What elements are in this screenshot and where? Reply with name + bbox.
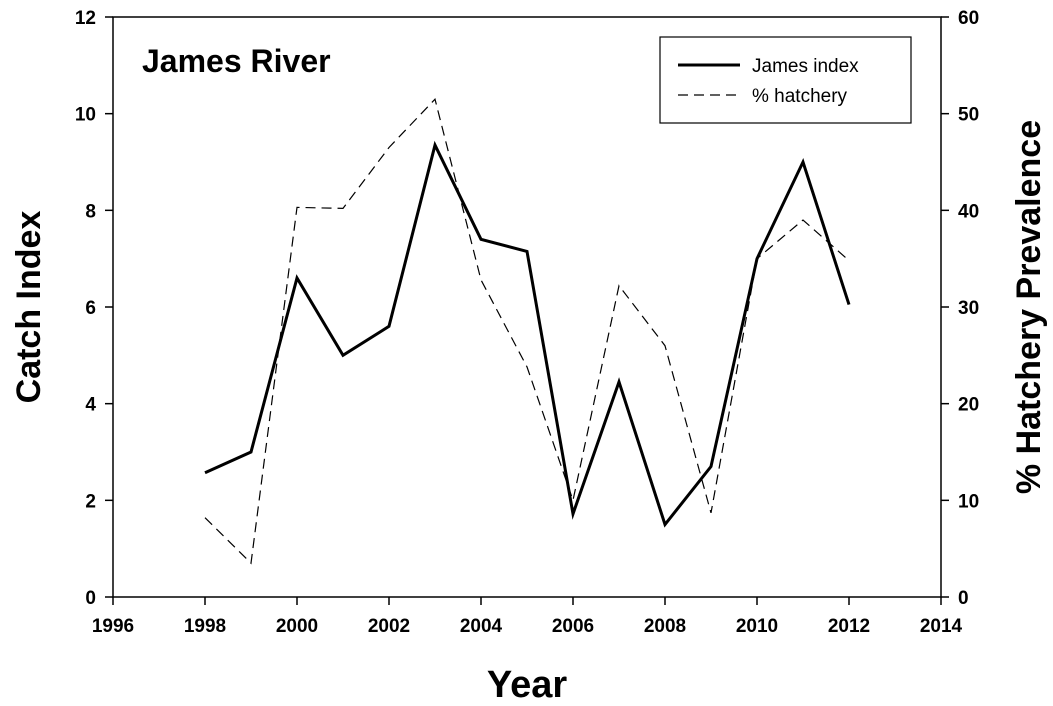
- x-axis-title: Year: [487, 664, 568, 706]
- x-tick-label: 1998: [184, 616, 226, 637]
- y-tick-label: 10: [75, 105, 96, 126]
- y-tick-label: 12: [75, 8, 96, 29]
- y-tick-label: 6: [85, 298, 96, 319]
- legend-label-hatchery: % hatchery: [752, 86, 848, 107]
- y2-tick-label: 20: [958, 395, 979, 416]
- series-line-james-index: [204, 140, 851, 528]
- y-tick-label: 0: [85, 588, 96, 609]
- x-tick-label: 2004: [460, 616, 503, 637]
- axes-ticks: 1996 1998 2000 2002 2004 2006 2008 2010 2012 2014…: [75, 8, 979, 637]
- y-tick-label: 4: [85, 395, 96, 416]
- chart-title: James River: [142, 43, 331, 79]
- x-tick-label: 2000: [276, 616, 318, 637]
- x-tick-label: 2008: [644, 616, 686, 637]
- series-line-hatchery: [204, 98, 850, 565]
- y2-tick-label: 60: [958, 8, 979, 29]
- x-tick-label: 2010: [736, 616, 778, 637]
- y2-tick-label: 30: [958, 298, 979, 319]
- x-tick-label: 2006: [552, 616, 594, 637]
- y-axis-title: Catch Index: [10, 211, 48, 404]
- x-tick-label: 2012: [828, 616, 870, 637]
- legend-label-james-index: James index: [752, 56, 859, 77]
- y2-tick-label: 10: [958, 491, 979, 512]
- y-tick-label: 8: [85, 201, 96, 222]
- legend-box: [659, 36, 912, 124]
- y2-tick-label: 40: [958, 201, 979, 222]
- series-lines: [204, 98, 851, 565]
- x-tick-label: 2014: [920, 616, 963, 637]
- y2-tick-label: 0: [958, 588, 969, 609]
- legend: James index % hatchery: [659, 36, 912, 124]
- x-tick-label: 1996: [92, 616, 134, 637]
- x-tick-label: 2002: [368, 616, 410, 637]
- y-tick-label: 2: [85, 491, 96, 512]
- y2-axis-title: % Hatchery Prevalence: [1010, 120, 1048, 494]
- plot-frame: [112, 16, 942, 598]
- y2-tick-label: 50: [958, 105, 979, 126]
